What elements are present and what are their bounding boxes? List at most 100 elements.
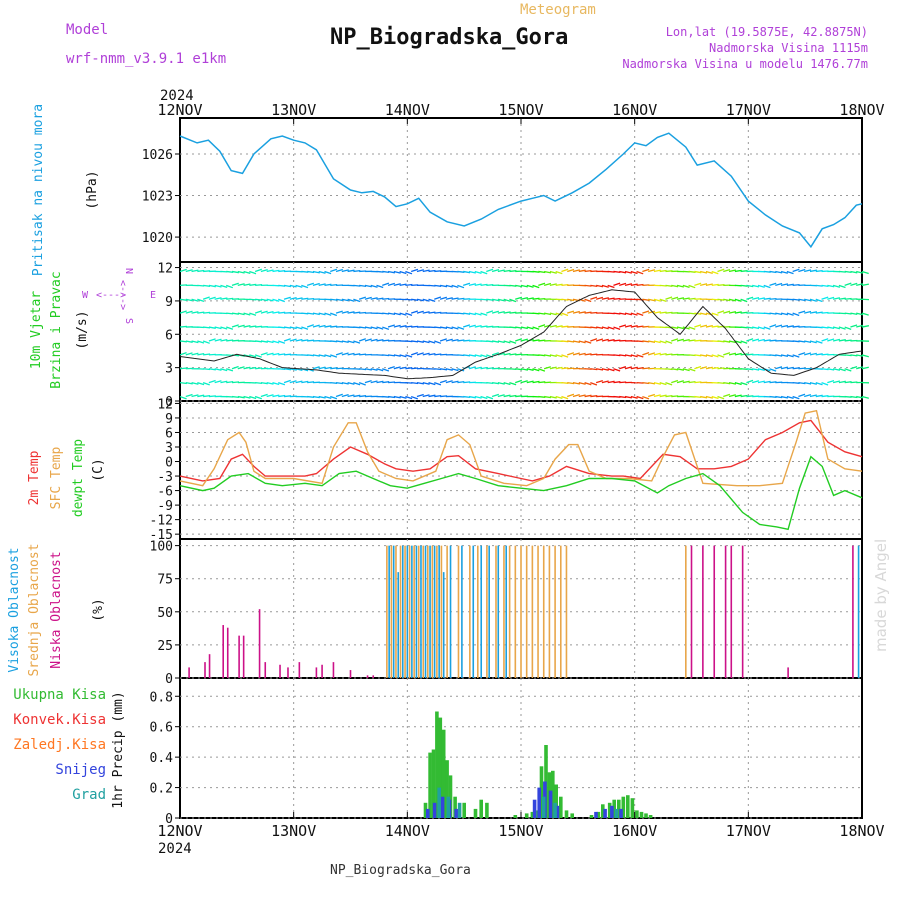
- wind-barb: [792, 395, 800, 400]
- total-rain-bar: [589, 815, 594, 818]
- wind-barb: [572, 269, 580, 273]
- wind-barb: [775, 324, 783, 328]
- wind-barb: [723, 393, 731, 398]
- wind-barb: [636, 395, 644, 400]
- wind-barb: [457, 297, 465, 300]
- wind-barb: [798, 393, 806, 398]
- y-tick-label: -9: [157, 499, 173, 514]
- wind-barb: [214, 297, 222, 300]
- wind-barb: [844, 282, 852, 286]
- wind-barb: [619, 312, 627, 316]
- wind-barb: [208, 326, 216, 329]
- wind-barb: [191, 340, 199, 344]
- wind-barb: [289, 296, 297, 300]
- wind-barb: [399, 283, 407, 286]
- wind-barb: [671, 284, 679, 288]
- wind-barb: [515, 326, 523, 329]
- wind-barb: [653, 269, 661, 273]
- wind-barb: [850, 365, 858, 370]
- x-tick-label-top: 17NOV: [726, 101, 771, 119]
- wind-barb: [804, 340, 812, 344]
- wind-barb: [775, 270, 783, 274]
- wind-barb: [330, 312, 338, 317]
- wind-barb: [358, 296, 367, 300]
- wind-barb: [642, 382, 650, 385]
- wind-barb: [208, 379, 216, 384]
- wind-barb: [185, 382, 193, 385]
- wind-barb: [555, 395, 563, 400]
- wind-barb: [815, 353, 823, 356]
- wind-barb: [179, 395, 187, 400]
- wind-barb: [480, 312, 488, 316]
- wind-barb: [237, 312, 245, 316]
- wind-barb: [341, 393, 349, 398]
- total-rain-bar: [607, 802, 612, 818]
- wind-barb: [515, 338, 523, 342]
- wind-barb: [844, 381, 852, 384]
- wind-barb: [295, 380, 303, 384]
- wind-barb: [272, 269, 280, 273]
- wind-barb: [364, 368, 372, 371]
- wind-barb: [844, 368, 852, 372]
- wind-barb: [746, 326, 754, 329]
- wind-barb: [202, 296, 210, 300]
- wind-barb: [538, 282, 546, 286]
- wind-barb: [815, 269, 823, 273]
- wind-barb: [266, 269, 274, 273]
- wind-barb: [306, 324, 315, 328]
- graupel-bar: [614, 808, 619, 818]
- wind-barb: [231, 270, 240, 274]
- wind-barb: [393, 354, 401, 357]
- wind-barb: [624, 312, 633, 316]
- wind-barb: [700, 270, 708, 274]
- wind-barb: [434, 353, 442, 356]
- wind-barb: [659, 269, 667, 273]
- wind-barb: [185, 269, 193, 273]
- wind-barb: [653, 298, 661, 302]
- wind-barb: [798, 310, 806, 314]
- wind-barb: [260, 382, 268, 385]
- wind-barb: [757, 297, 765, 300]
- wind-barb: [578, 352, 586, 356]
- wind-barb: [572, 310, 580, 314]
- wind-barb: [370, 297, 378, 300]
- wind-barb: [301, 380, 309, 384]
- wind-barb: [567, 268, 575, 273]
- wind-barb: [330, 325, 338, 328]
- wind-barb: [376, 326, 384, 330]
- wind-barb: [717, 367, 725, 370]
- wind-barb: [740, 353, 748, 356]
- wind-barb: [405, 395, 413, 400]
- wind-barb: [694, 354, 702, 357]
- wind-barb: [659, 382, 667, 386]
- wind-barb: [226, 380, 234, 384]
- wind-barb: [676, 297, 685, 300]
- wind-barb: [422, 394, 430, 398]
- wind-barb: [630, 312, 638, 316]
- wind-barb: [596, 368, 604, 371]
- wind-barb: [584, 298, 592, 303]
- wind-barb: [688, 368, 696, 372]
- total-rain-bar: [445, 760, 449, 818]
- wind-barb: [780, 283, 789, 286]
- compass-ew-arrow: <--->: [96, 290, 126, 301]
- wind-barb: [526, 380, 534, 384]
- wind-barb: [769, 354, 777, 357]
- wind-barb: [567, 310, 575, 314]
- snow-bar: [548, 790, 553, 818]
- wind-barb: [520, 296, 528, 300]
- page-title: NP_Biogradska_Gora: [330, 25, 568, 50]
- wind-barb: [734, 340, 742, 344]
- wind-barb: [191, 311, 199, 314]
- wind-barb: [792, 367, 800, 370]
- wind-barb: [740, 284, 748, 287]
- year-label-top: 2024: [160, 88, 194, 104]
- wind-barb: [763, 284, 771, 289]
- wind-barb: [428, 394, 436, 398]
- wind-barb: [630, 366, 638, 370]
- wind-barb: [393, 395, 401, 399]
- wind-barb: [376, 297, 384, 300]
- wind-barb: [596, 326, 604, 330]
- wind-barb: [226, 368, 234, 372]
- wind-barb: [567, 382, 575, 385]
